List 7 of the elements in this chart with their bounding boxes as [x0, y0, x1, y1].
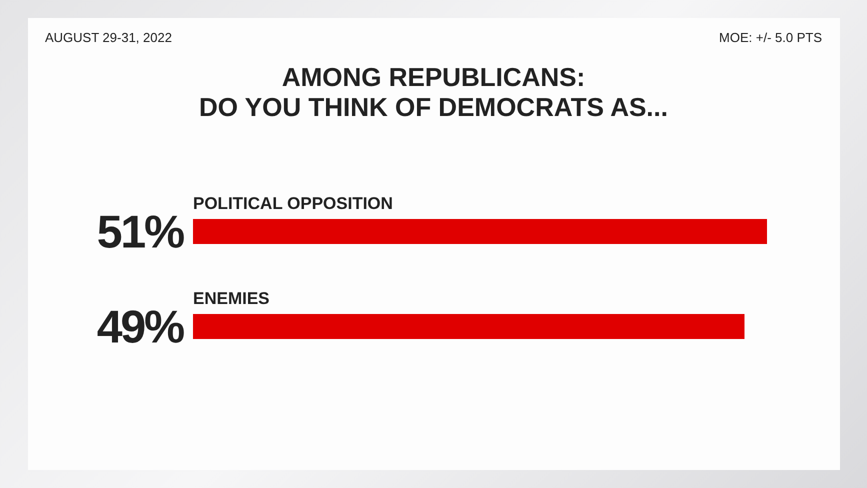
data-label: 51% — [96, 206, 184, 258]
y-tick-label: ENEMIES — [193, 289, 270, 308]
y-tick-label: POLITICAL OPPOSITION — [193, 194, 393, 213]
data-label: 49% — [96, 300, 184, 352]
chart-title: AMONG REPUBLICANS: DO YOU THINK OF DEMOCRATS AS... — [198, 62, 669, 122]
text: AUGUST 29-31, 2022 — [45, 30, 172, 45]
text: MOE: +/- 5.0 PTS — [719, 30, 822, 45]
